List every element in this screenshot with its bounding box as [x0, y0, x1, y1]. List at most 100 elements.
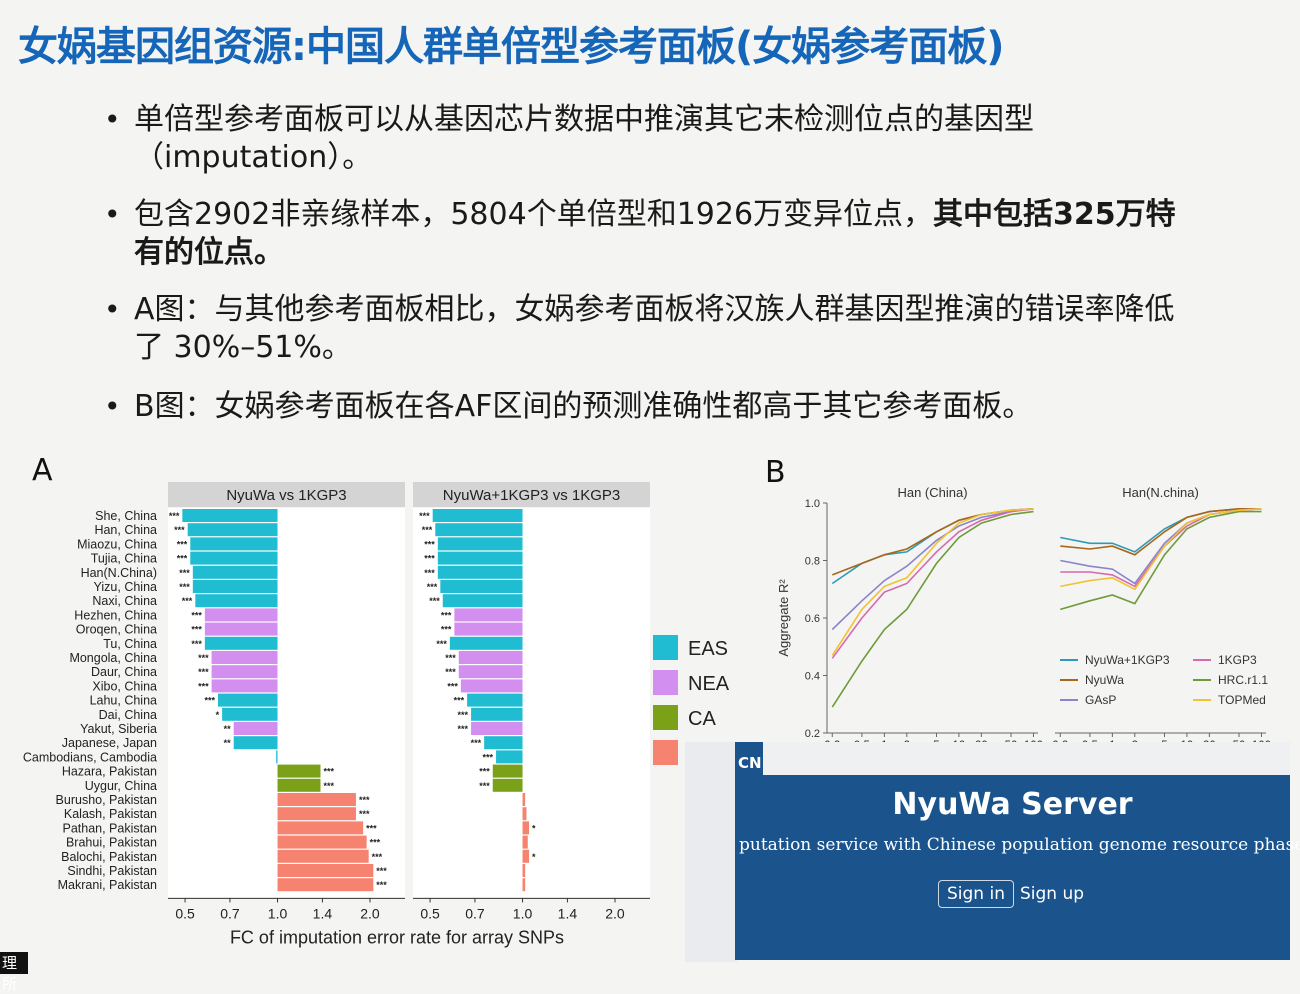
category-label: Mongola, China — [69, 651, 157, 665]
legend-label: EAS — [688, 638, 728, 660]
category-label: Sindhi, Pakistan — [67, 864, 157, 878]
bar — [277, 864, 374, 877]
server-panel-header — [763, 742, 1290, 775]
bar — [211, 651, 278, 664]
significance-label: *** — [366, 823, 377, 833]
significance-label: *** — [359, 809, 370, 819]
significance-label: *** — [372, 852, 383, 862]
bar — [460, 679, 523, 693]
server-tab-label: CN — [735, 742, 763, 775]
bar — [471, 722, 523, 735]
bullet-text: A图：与其他参考面板相比，女娲参考面板将汉族人群基因型推演的错误率降低了 30%… — [134, 292, 1175, 365]
x-tick-label: 1.4 — [313, 905, 333, 921]
significance-label: *** — [323, 781, 334, 791]
bar — [277, 764, 321, 778]
significance-label: * — [216, 710, 220, 720]
legend-swatch — [653, 635, 678, 660]
significance-label: *** — [191, 639, 202, 649]
significance-label: *** — [424, 539, 435, 549]
significance-label: *** — [458, 710, 469, 720]
significance-label: *** — [441, 610, 452, 620]
category-label: Tu, China — [103, 637, 157, 651]
bar — [204, 608, 278, 622]
bar — [437, 565, 523, 579]
bar — [211, 665, 278, 679]
legend-swatch — [653, 705, 678, 730]
bar — [522, 793, 526, 806]
bar — [437, 537, 523, 551]
category-label: Japanese, Japan — [62, 736, 157, 750]
legend-label: 1KGP3 — [1218, 653, 1257, 667]
bar — [522, 864, 526, 877]
sign-up-link[interactable]: Sign up — [1020, 884, 1085, 904]
significance-label: *** — [376, 880, 387, 890]
significance-label: * — [532, 852, 536, 862]
category-label: Tujia, China — [91, 552, 157, 566]
bar — [449, 636, 523, 650]
legend-label: TOPMed — [1218, 693, 1266, 707]
server-subtitle: putation service with Chinese population… — [739, 835, 1300, 855]
x-tick-label: 2.0 — [360, 905, 380, 921]
significance-label: *** — [454, 696, 465, 706]
category-label: Brahui, Pakistan — [66, 836, 157, 850]
bar — [182, 509, 278, 522]
x-tick-label: 1.4 — [558, 905, 578, 921]
significance-label: *** — [471, 738, 482, 748]
bar — [217, 693, 278, 707]
x-tick-label: 0.7 — [465, 905, 485, 921]
bullet-1: • 单倍型参考面板可以从基因芯片数据中推演其它未检测位点的基因型（imputat… — [104, 101, 1204, 177]
significance-label: *** — [177, 539, 188, 549]
significance-label: *** — [179, 568, 190, 578]
bullet-4: • B图：女娲参考面板在各AF区间的预测准确性都高于其它参考面板。 — [104, 388, 1204, 426]
legend-label: GAsP — [1085, 693, 1116, 707]
category-label: Hezhen, China — [74, 608, 157, 622]
category-label: Xibo, China — [92, 679, 157, 693]
significance-label: * — [532, 823, 536, 833]
legend-label: HRC.r1.1 — [1218, 673, 1268, 687]
chart-a: NyuWa vs 1KGP3**************************… — [23, 482, 730, 947]
x-tick-label: 0.5 — [175, 905, 195, 921]
legend-swatch — [653, 670, 678, 695]
x-tick-label: 1.0 — [513, 905, 533, 921]
corner-label: 理所 — [0, 952, 28, 993]
bar — [522, 807, 527, 821]
significance-label: *** — [441, 625, 452, 635]
significance-label: *** — [169, 511, 180, 521]
significance-label: *** — [191, 610, 202, 620]
bar — [458, 665, 523, 679]
bar — [233, 736, 278, 750]
bar — [192, 565, 278, 579]
bar — [437, 551, 523, 565]
x-axis-title: FC of imputation error rate for array SN… — [230, 927, 564, 947]
y-tick-label: 0.4 — [805, 671, 820, 683]
bar — [233, 722, 278, 735]
bar — [522, 835, 528, 849]
bar — [222, 707, 278, 721]
bar — [484, 736, 523, 750]
significance-label: *** — [445, 667, 456, 677]
bar — [192, 580, 278, 593]
significance-label: *** — [483, 752, 494, 762]
chart-b: Han (China)0.20.5125102050100Han(N.china… — [776, 485, 1271, 768]
bar — [187, 523, 278, 537]
bar — [522, 821, 530, 835]
series-line — [832, 508, 1034, 576]
bar — [435, 523, 523, 537]
sign-in-button[interactable]: Sign in — [938, 880, 1014, 908]
significance-label: *** — [429, 596, 440, 606]
significance-label: *** — [191, 625, 202, 635]
bullet-2: • 包含2902非亲缘样本，5804个单倍型和1926万变异位点，其中包括325… — [104, 196, 1204, 272]
bar — [277, 807, 356, 821]
significance-label: *** — [198, 681, 209, 691]
series-line — [831, 508, 1034, 585]
bar — [277, 821, 364, 835]
server-panel-edge — [685, 742, 737, 962]
bar — [522, 849, 530, 863]
bullet-text: 包含2902非亲缘样本，5804个单倍型和1926万变异位点，其中包括325万特… — [134, 197, 1176, 270]
significance-label: *** — [424, 554, 435, 564]
bar — [492, 778, 523, 792]
category-label: Han, China — [94, 523, 157, 537]
significance-label: *** — [174, 525, 185, 535]
bullet-3: • A图：与其他参考面板相比，女娲参考面板将汉族人群基因型推演的错误率降低了 3… — [104, 291, 1204, 367]
bar — [440, 580, 523, 593]
